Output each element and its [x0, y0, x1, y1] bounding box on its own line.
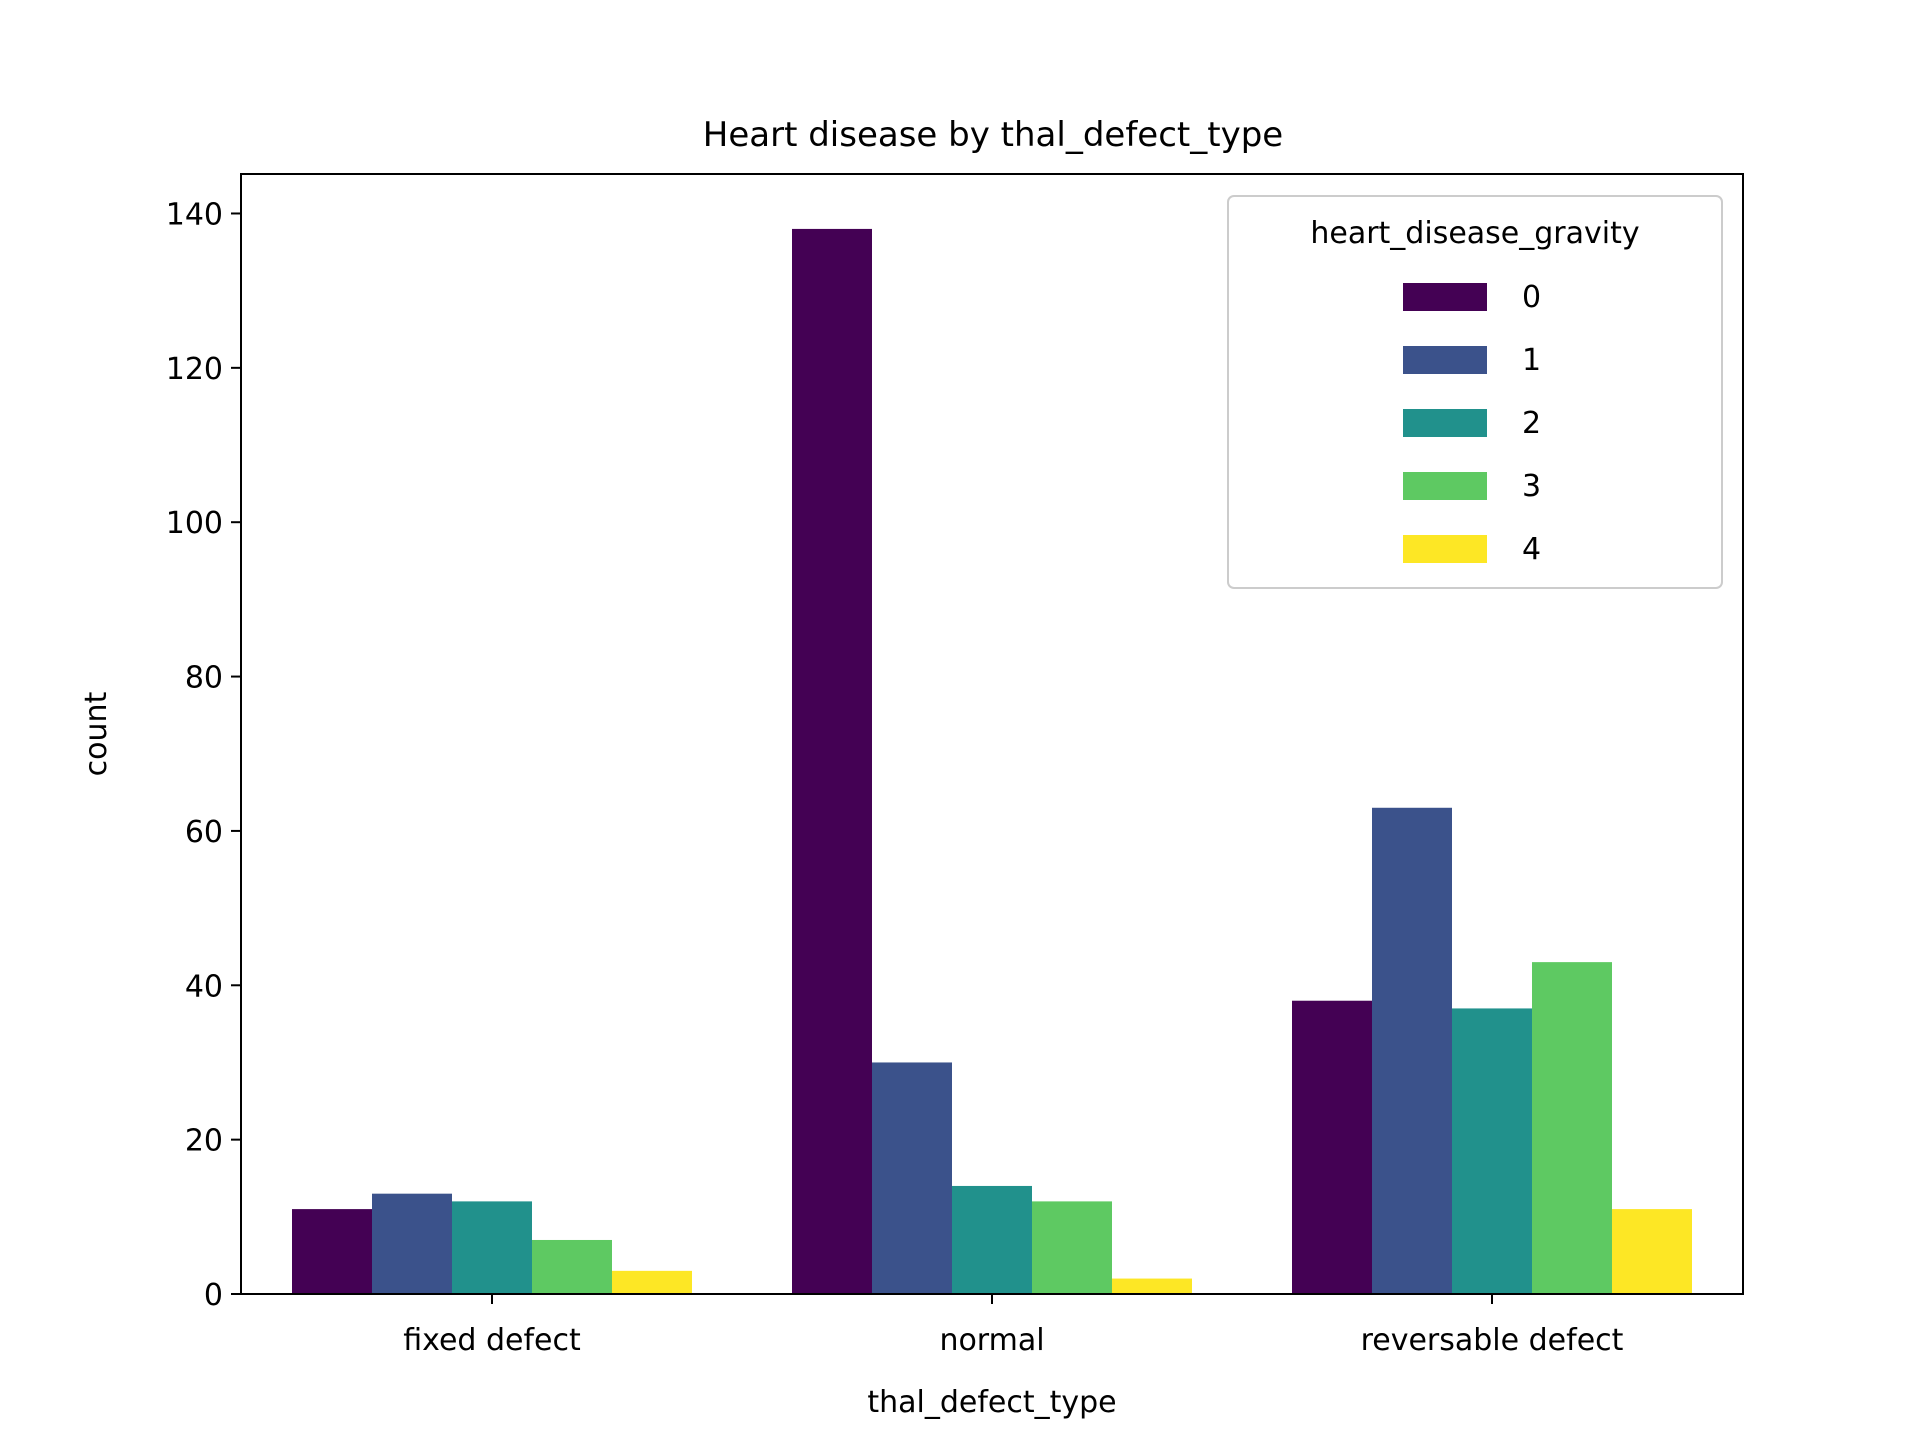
y-tick-label: 60	[185, 815, 223, 850]
legend-swatch-1	[1403, 346, 1487, 374]
legend-label-4: 4	[1522, 532, 1541, 567]
y-tick-label: 40	[185, 969, 223, 1004]
bar-normal-gravity-0	[792, 228, 872, 1294]
legend-label-3: 3	[1522, 469, 1541, 504]
legend-label-1: 1	[1522, 343, 1541, 378]
bar-fixed-defect-gravity-4	[612, 1270, 692, 1294]
legend-label-0: 0	[1522, 280, 1541, 315]
y-tick-label: 140	[166, 197, 223, 232]
bar-normal-gravity-3	[1032, 1201, 1112, 1294]
y-tick-label: 0	[204, 1278, 223, 1313]
bar-normal-gravity-4	[1112, 1278, 1192, 1294]
legend-swatch-0	[1403, 283, 1487, 311]
bar-fixed-defect-gravity-2	[452, 1201, 532, 1294]
legend-label-2: 2	[1522, 406, 1541, 441]
bar-reversable-defect-gravity-2	[1452, 1008, 1532, 1294]
bar-reversable-defect-gravity-0	[1292, 1000, 1372, 1294]
legend-swatch-3	[1403, 472, 1487, 500]
y-tick-label: 80	[185, 661, 223, 696]
y-tick-label: 20	[185, 1124, 223, 1159]
legend-swatch-4	[1403, 535, 1487, 563]
y-axis: 0 20 40 60 80 100 120 140	[166, 197, 241, 1313]
legend-title: heart_disease_gravity	[1310, 216, 1639, 251]
chart-title: Heart disease by thal_defect_type	[703, 115, 1283, 155]
y-axis-label: count	[79, 691, 114, 776]
bar-reversable-defect-gravity-3	[1532, 962, 1612, 1294]
legend-swatch-2	[1403, 409, 1487, 437]
bar-reversable-defect-gravity-4	[1612, 1209, 1692, 1294]
bar-normal-gravity-2	[952, 1185, 1032, 1294]
bar-fixed-defect-gravity-1	[372, 1193, 452, 1294]
x-tick-label: normal	[939, 1323, 1044, 1358]
y-tick-label: 100	[166, 506, 223, 541]
bar-normal-gravity-1	[872, 1062, 952, 1294]
legend-frame	[1227, 195, 1723, 589]
bar-fixed-defect-gravity-3	[532, 1239, 612, 1294]
bars-layer	[292, 228, 1692, 1294]
y-tick-label: 120	[166, 352, 223, 387]
legend-items: 0 1 2 3 4	[1403, 280, 1541, 567]
x-tick-label: fixed defect	[403, 1323, 581, 1358]
x-axis: fixed defect normal reversable defect	[403, 1294, 1624, 1358]
legend: heart_disease_gravity 0 1 2 3 4	[1227, 195, 1723, 589]
x-axis-label: thal_defect_type	[867, 1385, 1116, 1420]
bar-fixed-defect-gravity-0	[292, 1209, 372, 1294]
x-tick-label: reversable defect	[1361, 1323, 1624, 1358]
bar-reversable-defect-gravity-1	[1372, 807, 1452, 1294]
